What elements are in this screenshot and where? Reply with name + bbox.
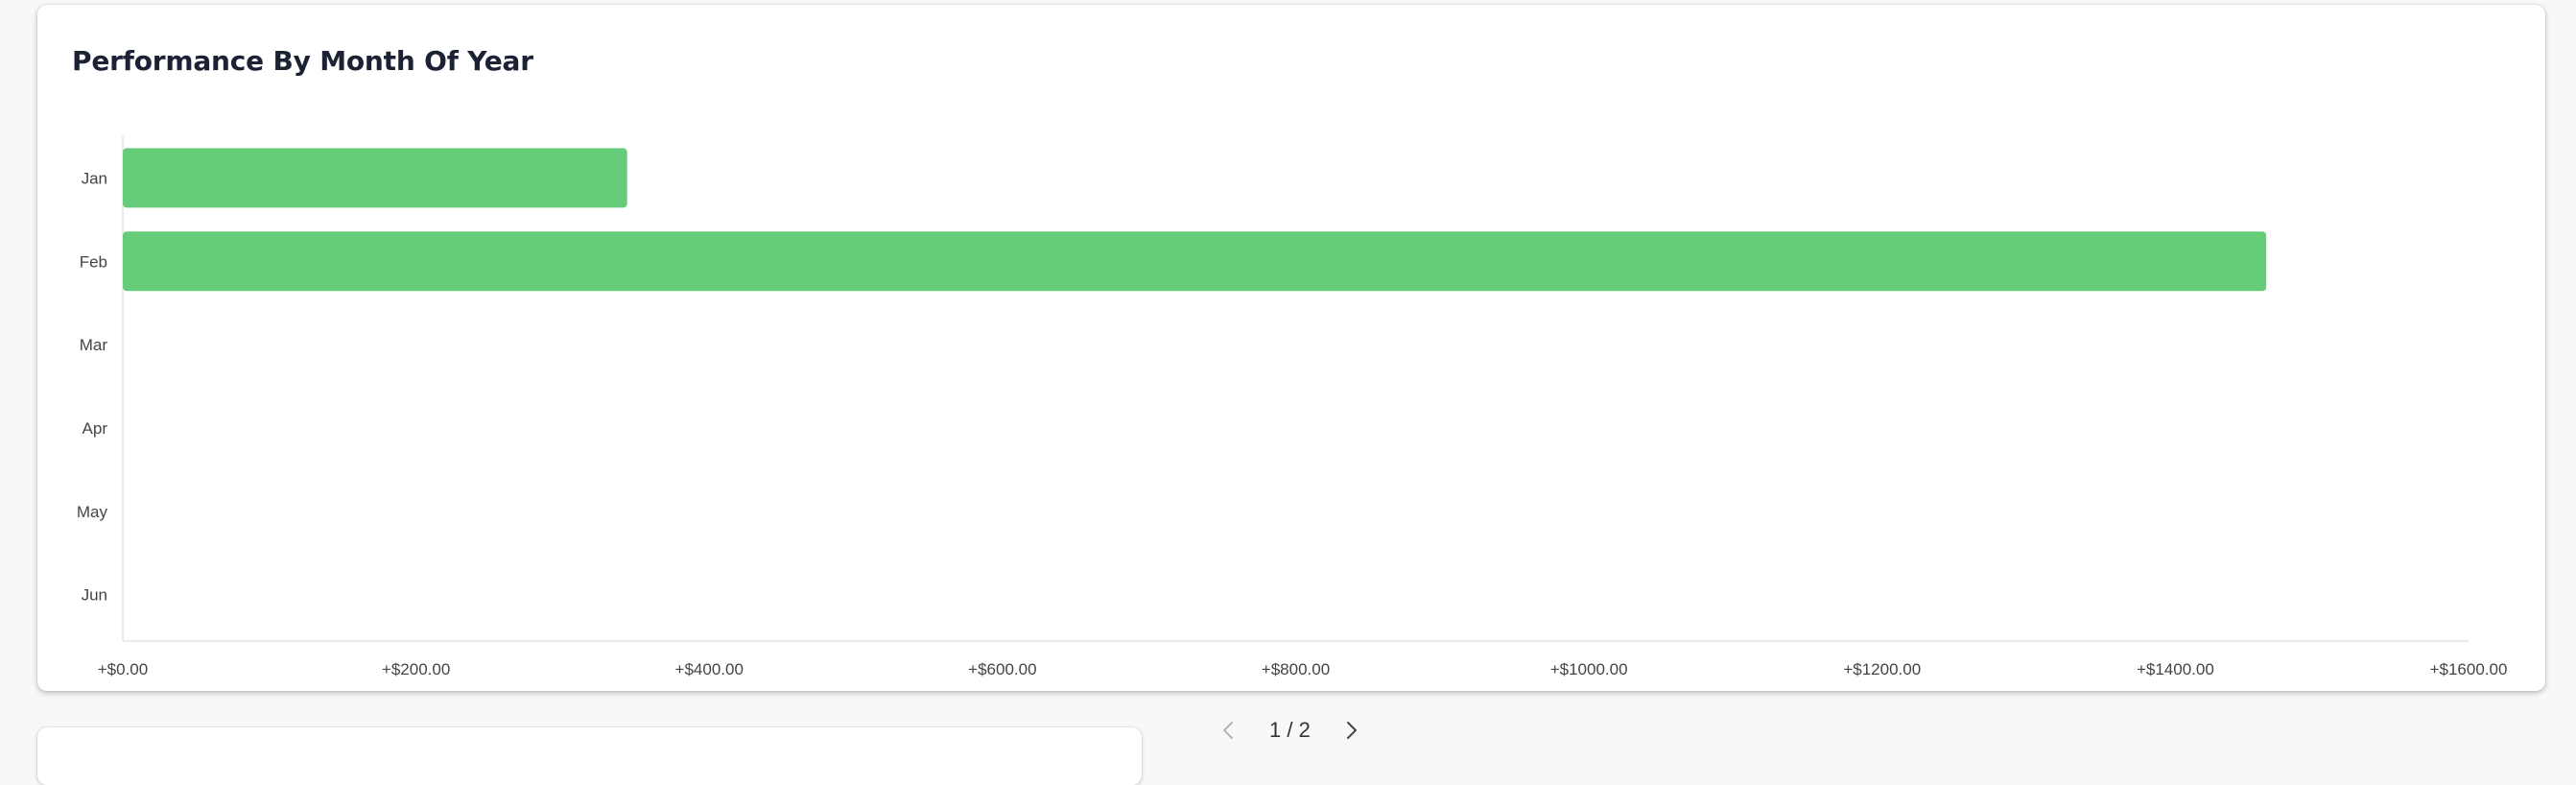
y-tick-label: May (77, 503, 108, 521)
y-tick-label: Apr (83, 419, 108, 438)
secondary-card (37, 727, 1142, 785)
chart-title: Performance By Month Of Year (72, 45, 533, 77)
x-tick-label: +$800.00 (1262, 660, 1330, 678)
x-tick-label: +$400.00 (675, 660, 744, 678)
x-tick-label: +$200.00 (382, 660, 450, 678)
y-tick-label: Jan (82, 169, 107, 187)
x-tick-label: +$1200.00 (1843, 660, 1921, 678)
bar-chart: Jan Feb Mar Apr May Jun +$0.00 +$200.00 +$400.00… (77, 136, 2508, 678)
pagination-label: 1 / 2 (1269, 718, 1311, 742)
chevron-right-icon (1346, 722, 1357, 739)
pagination-prev-button[interactable] (1214, 716, 1242, 745)
bar-jan (123, 148, 627, 208)
chevron-left-icon (1223, 722, 1233, 739)
x-tick-label: +$1000.00 (1550, 660, 1628, 678)
pagination: 1 / 2 (1214, 710, 1366, 750)
x-tick-label: +$600.00 (968, 660, 1036, 678)
bar-feb (123, 231, 2267, 292)
y-tick-label: Jun (82, 586, 107, 605)
x-tick-label: +$1600.00 (2430, 660, 2508, 678)
x-tick-label: +$0.00 (98, 660, 148, 678)
performance-card: Performance By Month Of Year Jan Feb Mar Ap… (37, 5, 2545, 691)
y-tick-label: Mar (80, 336, 108, 354)
y-tick-label: Feb (80, 252, 107, 271)
pagination-next-button[interactable] (1337, 716, 1366, 745)
x-tick-label: +$1400.00 (2137, 660, 2214, 678)
